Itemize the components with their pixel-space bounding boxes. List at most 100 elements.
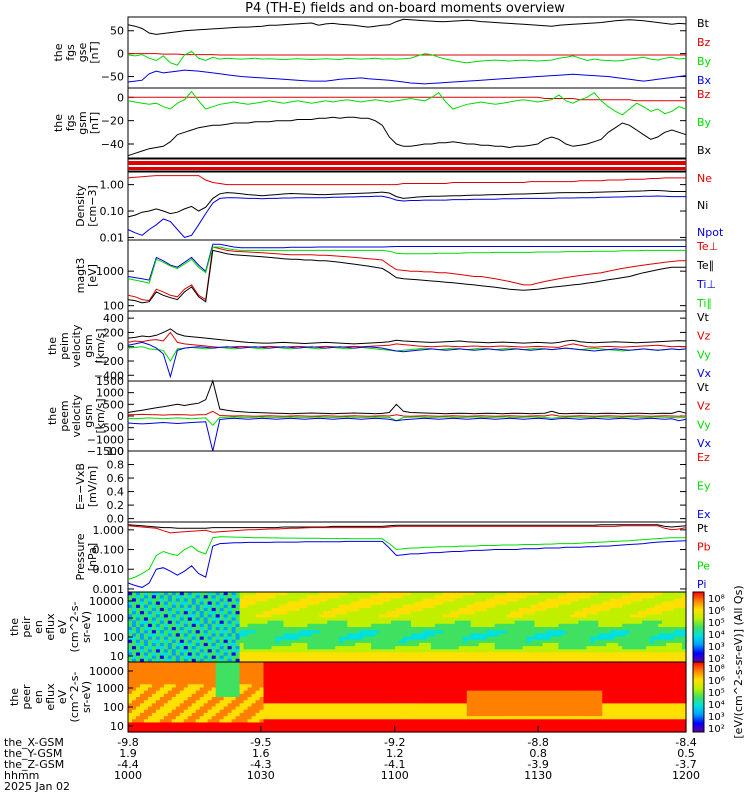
heatmap-cell <box>363 658 368 663</box>
heatmap-cell <box>339 607 344 612</box>
heatmap-cell <box>243 687 249 692</box>
heatmap-cell <box>638 611 643 615</box>
heatmap-cell <box>227 687 233 692</box>
heatmap-cell <box>638 639 643 644</box>
heatmap-cell <box>410 706 416 711</box>
heatmap-cell <box>351 728 356 733</box>
heatmap-cell <box>426 604 432 609</box>
heatmap-cell <box>311 633 316 638</box>
heatmap-cell <box>355 627 360 631</box>
heatmap-cell <box>422 620 428 625</box>
heatmap-cell <box>391 646 396 650</box>
heatmap-cell <box>446 595 452 599</box>
heatmap-cell <box>279 614 285 619</box>
heatmap-cell <box>634 595 639 599</box>
heatmap-cell <box>498 655 504 660</box>
heatmap-cell <box>450 627 456 631</box>
heatmap-cell <box>147 642 153 647</box>
heatmap-cell <box>558 623 564 628</box>
heatmap-cell <box>654 658 659 663</box>
heatmap-cell <box>494 595 500 599</box>
heatmap-cell <box>522 639 528 644</box>
heatmap-cell <box>303 712 308 717</box>
heatmap-cell <box>678 630 683 634</box>
heatmap-cell <box>546 601 552 606</box>
heatmap-cell <box>255 607 261 612</box>
heatmap-cell <box>131 636 137 641</box>
heatmap-cell <box>387 601 392 606</box>
heatmap-cell <box>395 693 400 698</box>
heatmap-cell <box>650 652 655 657</box>
heatmap-cell <box>339 636 344 641</box>
heatmap-cell <box>235 690 241 695</box>
heatmap-cell <box>530 592 536 596</box>
heatmap-cell <box>319 639 324 644</box>
heatmap-cell <box>199 681 205 685</box>
heatmap-cell <box>410 598 416 603</box>
heatmap-cell <box>227 722 233 727</box>
heatmap-cell <box>227 630 233 634</box>
heatmap-cell <box>383 623 388 628</box>
series-line-Pt <box>127 524 687 529</box>
heatmap-cell <box>227 668 233 673</box>
heatmap-cell <box>128 620 133 625</box>
heatmap-cell <box>128 595 133 599</box>
heatmap-cell <box>299 687 304 692</box>
heatmap-cell <box>287 728 293 733</box>
heatmap-cell <box>514 646 520 650</box>
heatmap-cell <box>175 728 181 733</box>
heatmap-cell <box>247 697 253 701</box>
heatmap-cell <box>211 700 217 704</box>
heatmap-cell <box>466 595 472 599</box>
heatmap-cell <box>538 630 544 634</box>
heatmap-cell <box>151 690 157 695</box>
heatmap-cell <box>155 607 161 612</box>
heatmap-cell <box>307 668 312 673</box>
heatmap-cell <box>291 677 296 682</box>
heatmap-cell <box>203 725 209 730</box>
heatmap-cell <box>343 595 348 599</box>
heatmap-cell <box>207 642 213 647</box>
heatmap-cell <box>678 601 683 606</box>
heatmap-cell <box>614 636 619 641</box>
ytick-label: 1000 <box>96 387 124 400</box>
heatmap-cell <box>494 601 500 606</box>
heatmap-cell <box>650 636 655 641</box>
heatmap-cell <box>259 712 265 717</box>
heatmap-cell <box>638 627 643 631</box>
heatmap-cell <box>570 633 575 638</box>
heatmap-cell <box>355 674 360 679</box>
heatmap-cell <box>219 630 225 634</box>
heatmap-cell <box>263 614 269 619</box>
heatmap-cell <box>167 592 173 596</box>
heatmap-cell <box>550 614 556 619</box>
heatmap-cell <box>367 703 372 708</box>
heatmap-cell <box>287 595 293 599</box>
heatmap-cell <box>255 655 261 660</box>
heatmap-cell <box>646 598 651 603</box>
heatmap-cell <box>426 620 432 625</box>
heatmap-cell <box>510 642 516 647</box>
heatmap-cell <box>235 617 241 622</box>
heatmap-cell <box>171 668 177 673</box>
heatmap-cell <box>215 627 221 631</box>
heatmap-cell <box>634 649 639 654</box>
heatmap-cell <box>351 601 356 606</box>
heatmap-cell <box>430 607 436 612</box>
heatmap-cell <box>207 604 213 609</box>
heatmap-cell <box>351 687 356 692</box>
heatmap-cell <box>518 598 524 603</box>
heatmap-cell <box>143 703 149 708</box>
heatmap-cell <box>630 633 635 638</box>
heatmap-cell <box>478 655 484 660</box>
heatmap-cell <box>379 607 384 612</box>
heatmap-cell <box>343 633 348 638</box>
heatmap-cell <box>259 703 265 708</box>
heatmap-cell <box>147 697 153 701</box>
heatmap-cell <box>151 649 157 654</box>
heatmap-cell <box>128 601 133 606</box>
heatmap-cell <box>303 598 308 603</box>
heatmap-cell <box>478 649 484 654</box>
heatmap-cell <box>438 630 444 634</box>
heatmap-cell <box>351 617 356 622</box>
